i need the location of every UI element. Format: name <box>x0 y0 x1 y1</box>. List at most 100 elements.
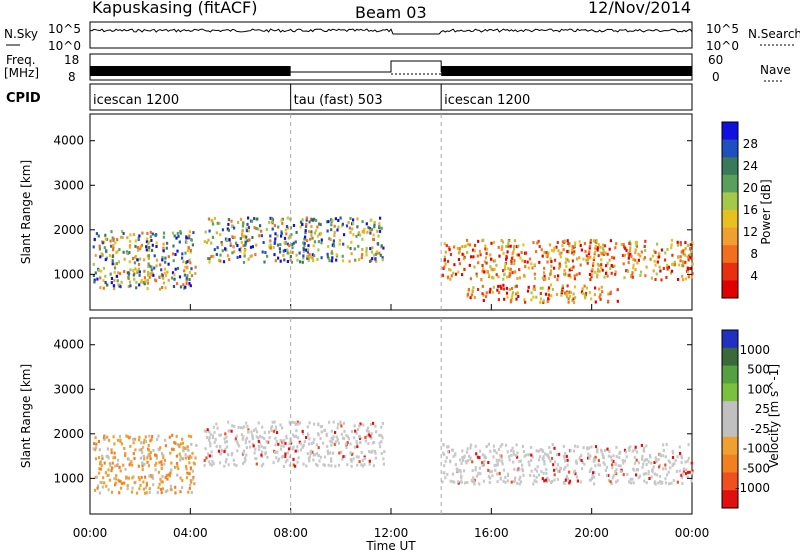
echo-cell <box>568 479 572 483</box>
echo-cell <box>176 249 179 253</box>
echo-cell <box>687 258 690 262</box>
echo-cell <box>674 458 677 462</box>
echo-cell <box>664 463 667 467</box>
echo-cell <box>244 243 247 247</box>
echo-cell <box>380 244 383 248</box>
echo-cell <box>123 447 126 450</box>
beam-title: Beam 03 <box>355 3 427 22</box>
colorbar-tick-label: -1000 <box>735 481 770 495</box>
echo-cell <box>286 451 289 455</box>
echo-cell <box>596 246 599 250</box>
x-tick-label: 04:00 <box>173 526 208 540</box>
echo-cell <box>131 486 134 490</box>
echo-cell <box>588 456 591 460</box>
echo-cell <box>484 244 487 248</box>
echo-cell <box>631 275 634 279</box>
echo-cell <box>358 460 361 464</box>
echo-cell <box>582 446 585 450</box>
echo-cell <box>571 259 574 263</box>
echo-cell <box>329 439 332 443</box>
echo-cell <box>469 446 472 450</box>
echo-cell <box>96 277 99 281</box>
echo-cell <box>601 453 604 456</box>
echo-cell <box>381 421 384 425</box>
echo-cell <box>308 455 311 459</box>
echo-cell <box>566 239 569 243</box>
echo-cell <box>352 233 355 237</box>
echo-cell <box>285 436 288 440</box>
echo-cell <box>147 254 150 258</box>
echo-cell <box>236 442 239 446</box>
echo-cell <box>106 435 109 439</box>
echo-cell <box>94 448 97 452</box>
echo-cell <box>563 239 566 243</box>
echo-cell <box>556 477 560 481</box>
echo-cell <box>126 487 129 491</box>
echo-cell <box>137 262 141 266</box>
echo-cell <box>205 241 208 245</box>
echo-cell <box>610 482 613 486</box>
echo-cell <box>188 278 191 281</box>
echo-cell <box>443 255 446 259</box>
freq-block <box>90 66 291 76</box>
echo-cell <box>103 438 106 441</box>
echo-cell <box>175 454 178 458</box>
echo-cell <box>203 429 206 433</box>
echo-cell <box>349 246 352 250</box>
echo-cell <box>551 443 554 446</box>
echo-cell <box>475 274 479 278</box>
echo-cell <box>346 245 349 249</box>
echo-cell <box>254 457 257 460</box>
echo-cell <box>595 241 598 244</box>
echo-cell <box>264 452 267 456</box>
echo-cell <box>603 462 606 466</box>
echo-cell <box>103 240 106 244</box>
echo-cell <box>308 421 311 425</box>
echo-cell <box>206 436 209 439</box>
colorbar-tick-label: 24 <box>743 159 758 173</box>
echo-cell <box>453 480 456 484</box>
echo-cell <box>306 254 309 258</box>
echo-cell <box>488 481 491 484</box>
echo-cell <box>531 266 534 270</box>
echo-cell <box>239 246 242 250</box>
echo-cell <box>144 439 148 443</box>
echo-cell <box>113 477 116 480</box>
echo-cell <box>683 248 686 252</box>
echo-cell <box>133 277 136 281</box>
echo-cell <box>310 233 313 237</box>
echo-cell <box>498 291 501 295</box>
echo-cell <box>303 241 306 245</box>
echo-cell <box>179 285 183 289</box>
echo-cell <box>115 274 119 278</box>
echo-cell <box>243 425 246 429</box>
echo-cell <box>623 448 627 452</box>
echo-cell <box>330 443 333 447</box>
echo-cell <box>147 443 150 447</box>
echo-cell <box>246 239 249 243</box>
echo-cell <box>225 445 229 449</box>
echo-cell <box>513 270 516 274</box>
echo-cell <box>642 462 645 466</box>
echo-cell <box>597 243 600 247</box>
echo-cell <box>155 454 158 458</box>
colorbar-tick-label: 1000 <box>739 343 770 357</box>
echo-cell <box>349 451 352 455</box>
nave-label: Nave <box>760 63 791 77</box>
echo-cell <box>312 458 315 462</box>
echo-cell <box>111 466 114 470</box>
echo-cell <box>160 463 163 467</box>
echo-cell <box>580 248 583 252</box>
echo-cell <box>632 481 635 485</box>
echo-cell <box>143 462 146 466</box>
echo-cell <box>365 247 368 250</box>
echo-cell <box>478 449 482 453</box>
echo-cell <box>157 486 160 490</box>
echo-cell <box>497 275 500 279</box>
echo-cell <box>549 450 552 454</box>
echo-cell <box>210 454 213 458</box>
echo-cell <box>691 241 694 244</box>
echo-cell <box>530 445 533 449</box>
nsky-tick-low: 10^0 <box>48 39 81 53</box>
